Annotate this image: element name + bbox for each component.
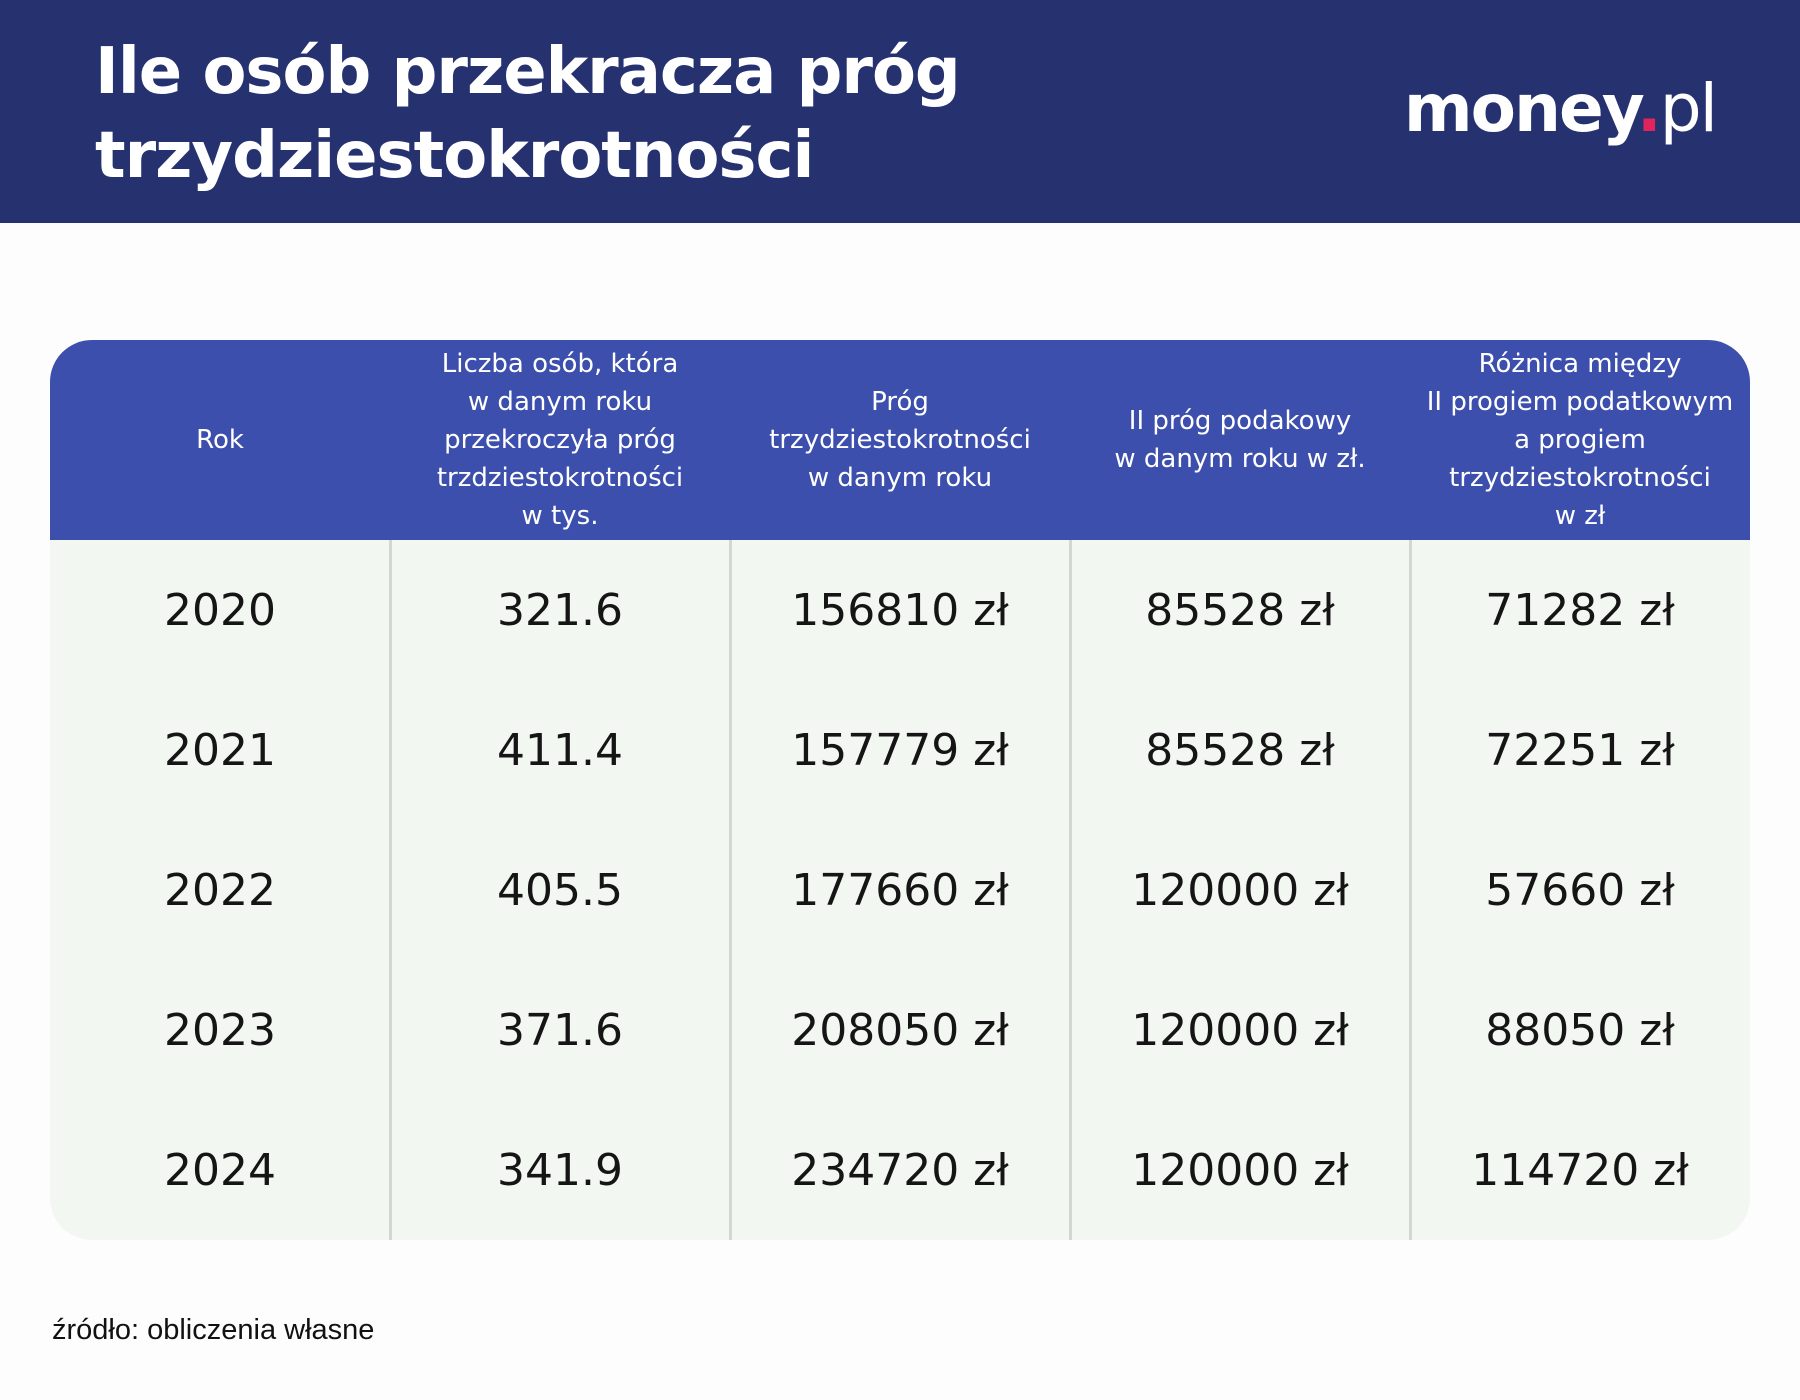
table-row: 2022 405.5 177660 zł 120000 zł 57660 zł [50, 820, 1750, 960]
cell-difference: 71282 zł [1485, 584, 1675, 636]
logo-suffix: pl [1659, 70, 1718, 147]
money-pl-logo: money.pl [1403, 70, 1718, 147]
cell-year: 2024 [164, 1144, 276, 1196]
cell-people-count: 321.6 [497, 584, 623, 636]
table-row: 2024 341.9 234720 zł 120000 zł 114720 zł [50, 1100, 1750, 1240]
data-table: Rok Liczba osób, która w danym roku prze… [50, 340, 1750, 1240]
source-note: źródło: obliczenia własne [52, 1314, 375, 1346]
table-row: 2021 411.4 157779 zł 85528 zł 72251 zł [50, 680, 1750, 820]
cell-difference: 72251 zł [1485, 724, 1675, 776]
cell-threshold: 177660 zł [791, 864, 1009, 916]
cell-tax-bracket: 85528 zł [1145, 724, 1335, 776]
column-header-difference: Różnica między II progiem podatkowym a p… [1426, 349, 1734, 531]
cell-threshold: 157779 zł [791, 724, 1009, 776]
cell-people-count: 341.9 [497, 1144, 623, 1196]
table-row: 2023 371.6 208050 zł 120000 zł 88050 zł [50, 960, 1750, 1100]
cell-tax-bracket: 120000 zł [1131, 864, 1349, 916]
cell-people-count: 405.5 [497, 864, 623, 916]
table-row: 2020 321.6 156810 zł 85528 zł 71282 zł [50, 540, 1750, 680]
cell-year: 2020 [164, 584, 276, 636]
header-banner: Ile osób przekracza próg trzydziestokrot… [0, 0, 1800, 223]
column-header-threshold: Próg trzydziestokrotności w danym roku [769, 387, 1031, 493]
cell-year: 2023 [164, 1004, 276, 1056]
logo-brand: money [1403, 70, 1639, 147]
cell-year: 2022 [164, 864, 276, 916]
cell-tax-bracket: 120000 zł [1131, 1004, 1349, 1056]
cell-tax-bracket: 120000 zł [1131, 1144, 1349, 1196]
cell-threshold: 208050 zł [791, 1004, 1009, 1056]
cell-tax-bracket: 85528 zł [1145, 584, 1335, 636]
column-header-people-count: Liczba osób, która w danym roku przekroc… [436, 349, 684, 531]
cell-year: 2021 [164, 724, 276, 776]
page-title: Ile osób przekracza próg trzydziestokrot… [95, 35, 961, 193]
cell-people-count: 411.4 [497, 724, 623, 776]
cell-threshold: 234720 zł [791, 1144, 1009, 1196]
column-divider [389, 540, 392, 1240]
cell-difference: 88050 zł [1485, 1004, 1675, 1056]
column-divider [1069, 540, 1072, 1240]
cell-difference: 114720 zł [1471, 1144, 1689, 1196]
column-header-tax-bracket: II próg podakowy w danym roku w zł. [1114, 406, 1366, 474]
column-divider [729, 540, 732, 1240]
cell-threshold: 156810 zł [791, 584, 1009, 636]
column-divider [1409, 540, 1412, 1240]
column-header-year: Rok [196, 425, 244, 455]
logo-dot: . [1636, 70, 1662, 147]
table-header: Rok Liczba osób, która w danym roku prze… [50, 340, 1750, 540]
cell-people-count: 371.6 [497, 1004, 623, 1056]
cell-difference: 57660 zł [1485, 864, 1675, 916]
